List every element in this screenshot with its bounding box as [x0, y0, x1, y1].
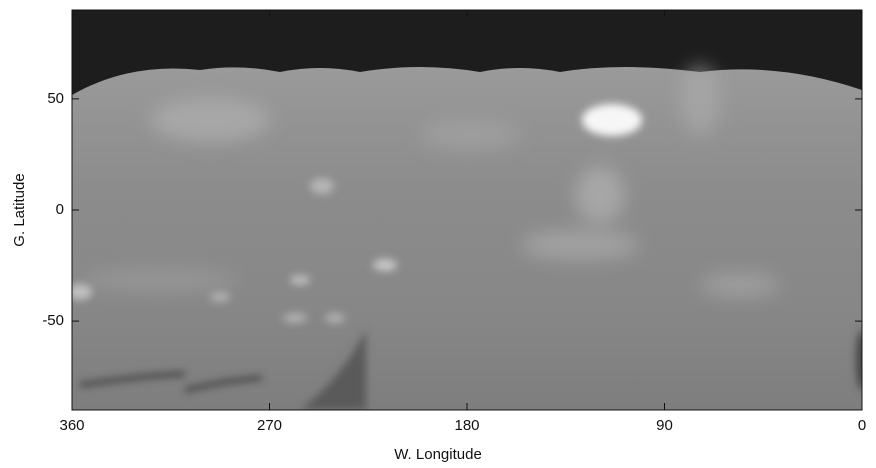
y-axis-label: G. Latitude	[11, 173, 28, 246]
map-image	[72, 10, 862, 410]
y-tick-label: 50	[47, 90, 64, 107]
x-axis-label: W. Longitude	[394, 446, 482, 463]
x-tick-label: 0	[858, 417, 866, 434]
y-tick-label: -50	[42, 312, 64, 329]
x-tick-label: 90	[656, 417, 673, 434]
y-tick-label: 0	[56, 201, 64, 218]
x-tick-label: 360	[59, 417, 84, 434]
x-tick-label: 180	[454, 417, 479, 434]
x-tick-label: 270	[257, 417, 282, 434]
